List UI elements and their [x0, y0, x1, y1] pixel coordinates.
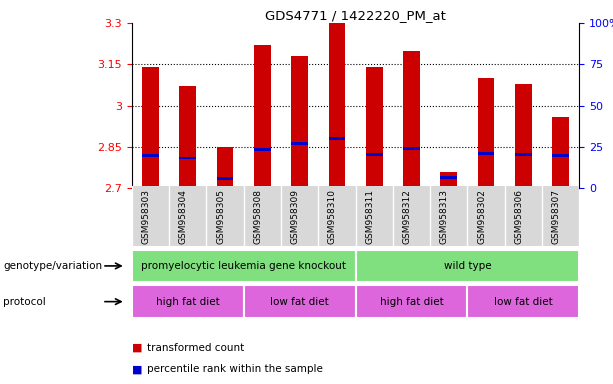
Bar: [552, 154, 569, 157]
Bar: [329, 137, 345, 140]
Text: ■: ■: [132, 364, 142, 374]
Text: promyelocytic leukemia gene knockout: promyelocytic leukemia gene knockout: [141, 261, 346, 271]
Text: GSM958312: GSM958312: [403, 189, 411, 244]
Text: GSM958308: GSM958308: [253, 189, 262, 244]
Text: low fat diet: low fat diet: [270, 296, 329, 307]
Bar: [329, 23, 345, 188]
Text: GSM958311: GSM958311: [365, 189, 374, 244]
Text: GSM958305: GSM958305: [216, 189, 225, 244]
Text: GSM958309: GSM958309: [291, 189, 300, 244]
Text: GSM958306: GSM958306: [514, 189, 524, 244]
Bar: [468, 285, 579, 318]
Bar: [291, 56, 308, 188]
Bar: [142, 67, 159, 188]
Text: GSM958310: GSM958310: [328, 189, 337, 244]
Bar: [180, 157, 196, 159]
Text: high fat diet: high fat diet: [379, 296, 443, 307]
Bar: [291, 142, 308, 145]
Bar: [216, 177, 234, 180]
Text: genotype/variation: genotype/variation: [3, 261, 102, 271]
Bar: [132, 250, 356, 282]
Bar: [180, 86, 196, 188]
Bar: [515, 153, 531, 156]
Bar: [216, 147, 234, 188]
Bar: [356, 285, 467, 318]
Bar: [254, 45, 271, 188]
Bar: [403, 147, 420, 150]
Bar: [142, 154, 159, 157]
Text: GSM958303: GSM958303: [142, 189, 150, 244]
Bar: [515, 84, 531, 188]
Text: wild type: wild type: [444, 261, 491, 271]
Bar: [366, 67, 383, 188]
Text: high fat diet: high fat diet: [156, 296, 219, 307]
Bar: [552, 117, 569, 188]
Text: GSM958302: GSM958302: [477, 189, 486, 244]
Bar: [366, 153, 383, 156]
Bar: [132, 285, 244, 318]
Text: percentile rank within the sample: percentile rank within the sample: [147, 364, 323, 374]
Text: ■: ■: [132, 343, 142, 353]
Bar: [356, 250, 579, 282]
Text: GSM958307: GSM958307: [552, 189, 561, 244]
Bar: [254, 148, 271, 151]
Bar: [440, 176, 457, 179]
Text: GSM958304: GSM958304: [179, 189, 188, 244]
Bar: [440, 172, 457, 188]
Bar: [478, 152, 495, 155]
Text: transformed count: transformed count: [147, 343, 245, 353]
Bar: [403, 51, 420, 188]
Text: protocol: protocol: [3, 296, 46, 307]
Text: low fat diet: low fat diet: [494, 296, 553, 307]
Title: GDS4771 / 1422220_PM_at: GDS4771 / 1422220_PM_at: [265, 9, 446, 22]
Bar: [244, 285, 356, 318]
Text: GSM958313: GSM958313: [440, 189, 449, 244]
Bar: [478, 78, 495, 188]
